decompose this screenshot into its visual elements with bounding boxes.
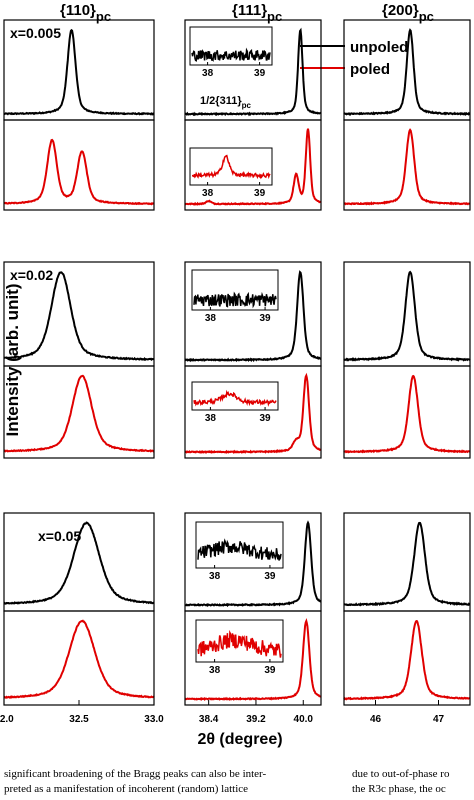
series-line-x0005-poled-col0	[4, 138, 154, 206]
body-text-left-1: significant broadening of the Bragg peak…	[4, 768, 267, 780]
panel-frame-poled	[184, 365, 322, 459]
inset-tick-label: 39	[260, 313, 272, 324]
panel-frame-poled	[343, 365, 471, 459]
x-tick-label: 33.0	[144, 714, 164, 725]
inset-tick-label: 39	[254, 68, 266, 79]
legend-label-poled: poled	[350, 61, 390, 78]
panel-frame-poled	[184, 610, 322, 706]
x-tick-label: 39.2	[246, 714, 266, 725]
header-110: {110}pc	[60, 2, 111, 24]
x-axis-label: 2θ (degree)	[197, 731, 282, 748]
panel-frame-poled	[3, 119, 155, 211]
series-line-x005-unpoled-col1	[184, 520, 322, 608]
series-line-x005-poled-col1	[184, 618, 321, 702]
panel-frame-poled	[3, 365, 155, 459]
series-line-x002-unpoled-col1	[184, 270, 322, 363]
body-text-left-2: preted as a manifestation of incoherent …	[4, 783, 249, 795]
body-text-right-2: the R3c phase, the oc	[352, 783, 446, 795]
series-line-x0005-poled-col1	[185, 128, 322, 206]
inset-tick-label: 38	[205, 413, 217, 424]
x-tick-label: 32.5	[69, 714, 89, 725]
series-line-x0005-poled-col2	[343, 128, 471, 206]
series-line-x005-poled-col0	[3, 619, 155, 700]
inset-line-poled	[192, 154, 271, 180]
series-line-x005-unpoled-col2	[344, 521, 471, 607]
series-line-x002-poled-col2	[343, 374, 471, 454]
header-200: {200}pc	[382, 2, 434, 24]
x-tick-label: 47	[433, 714, 445, 725]
legend-label-unpoled: unpoled	[350, 39, 408, 56]
series-line-x0005-unpoled-col2	[343, 28, 471, 117]
x-tick-label: 38.4	[199, 714, 219, 725]
inset-tick-label: 39	[264, 571, 276, 582]
series-line-x002-poled-col0	[3, 374, 155, 453]
x-tick-label: 32.0	[0, 714, 14, 725]
panel-frame-poled	[343, 610, 471, 706]
panel-frame-unpoled	[343, 261, 471, 367]
inset-line-poled	[197, 629, 282, 658]
composition-label: x=0.05	[38, 528, 81, 544]
inset-tick-label: 38	[205, 313, 217, 324]
series-line-x002-unpoled-col0	[3, 271, 155, 362]
series-line-x005-unpoled-col0	[3, 521, 154, 605]
body-text-right-1: due to out-of-phase ro	[352, 768, 450, 780]
series-line-x0005-unpoled-col0	[3, 28, 155, 116]
composition-label: x=0.02	[10, 267, 53, 283]
inset-tick-label: 38	[209, 571, 221, 582]
superlattice-label: 1/2{311}pc	[200, 95, 251, 110]
series-line-x002-unpoled-col2	[343, 270, 471, 362]
composition-label: x=0.005	[10, 25, 61, 41]
inset-line-unpoled	[197, 538, 282, 561]
x-tick-label: 40.0	[294, 714, 314, 725]
inset-line-unpoled	[191, 47, 271, 62]
panel-frame-poled	[343, 119, 471, 211]
inset-tick-label: 39	[254, 188, 266, 199]
panel-frame-poled	[184, 119, 322, 211]
y-axis-label: Intensity (arb. unit)	[3, 284, 22, 437]
series-line-x005-poled-col2	[343, 620, 471, 701]
inset-tick-label: 38	[202, 68, 214, 79]
series-line-x0005-unpoled-col1	[184, 27, 322, 117]
series-line-x002-poled-col1	[184, 372, 322, 455]
x-tick-label: 46	[370, 714, 382, 725]
inset-tick-label: 39	[264, 665, 276, 676]
header-111: {111}pc	[232, 2, 282, 24]
inset-line-unpoled	[193, 291, 277, 309]
inset-tick-label: 38	[209, 665, 221, 676]
inset-tick-label: 38	[202, 188, 214, 199]
inset-tick-label: 39	[260, 413, 272, 424]
inset-line-poled	[193, 389, 277, 407]
panels: x=0.005 x=0.02 x=0.05 38 39 38 39 38 39 38 39 38 39 3…	[0, 19, 471, 725]
legend: unpoled poled	[300, 39, 408, 78]
